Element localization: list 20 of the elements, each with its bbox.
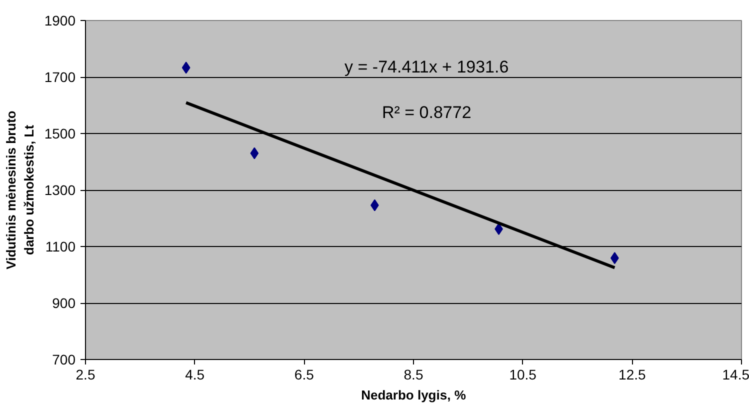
point: [182, 62, 190, 74]
x-tick-label: 12.5: [618, 366, 646, 382]
y-tick-label: 1700: [44, 69, 76, 85]
y-axis-title: Vidutinis mėnesinis bruto darbo užmokestis, Lt: [3, 110, 36, 270]
y-tick-label: 1900: [44, 12, 76, 28]
x-tick-label: 14.5: [722, 366, 749, 382]
y-tick-label: 1100: [45, 238, 76, 254]
y-tick-label: 1300: [44, 182, 76, 198]
x-axis-title: Nedarbo lygis, %: [361, 388, 466, 402]
x-tick-label: 2.5: [76, 366, 96, 382]
y-tick-label: 700: [52, 352, 76, 368]
annotation: y = -74.411x + 1931.6: [344, 57, 509, 76]
y-tick-label: 1500: [44, 126, 76, 142]
x-tick-label: 8.5: [404, 366, 424, 382]
x-tick-label: 10.5: [509, 366, 537, 382]
point: [250, 147, 259, 160]
x-tick-label: 4.5: [185, 366, 205, 382]
annotation: R² = 0.8772: [382, 103, 472, 122]
y-tick-label: 900: [52, 295, 76, 311]
x-tick-label: 6.5: [294, 366, 314, 382]
